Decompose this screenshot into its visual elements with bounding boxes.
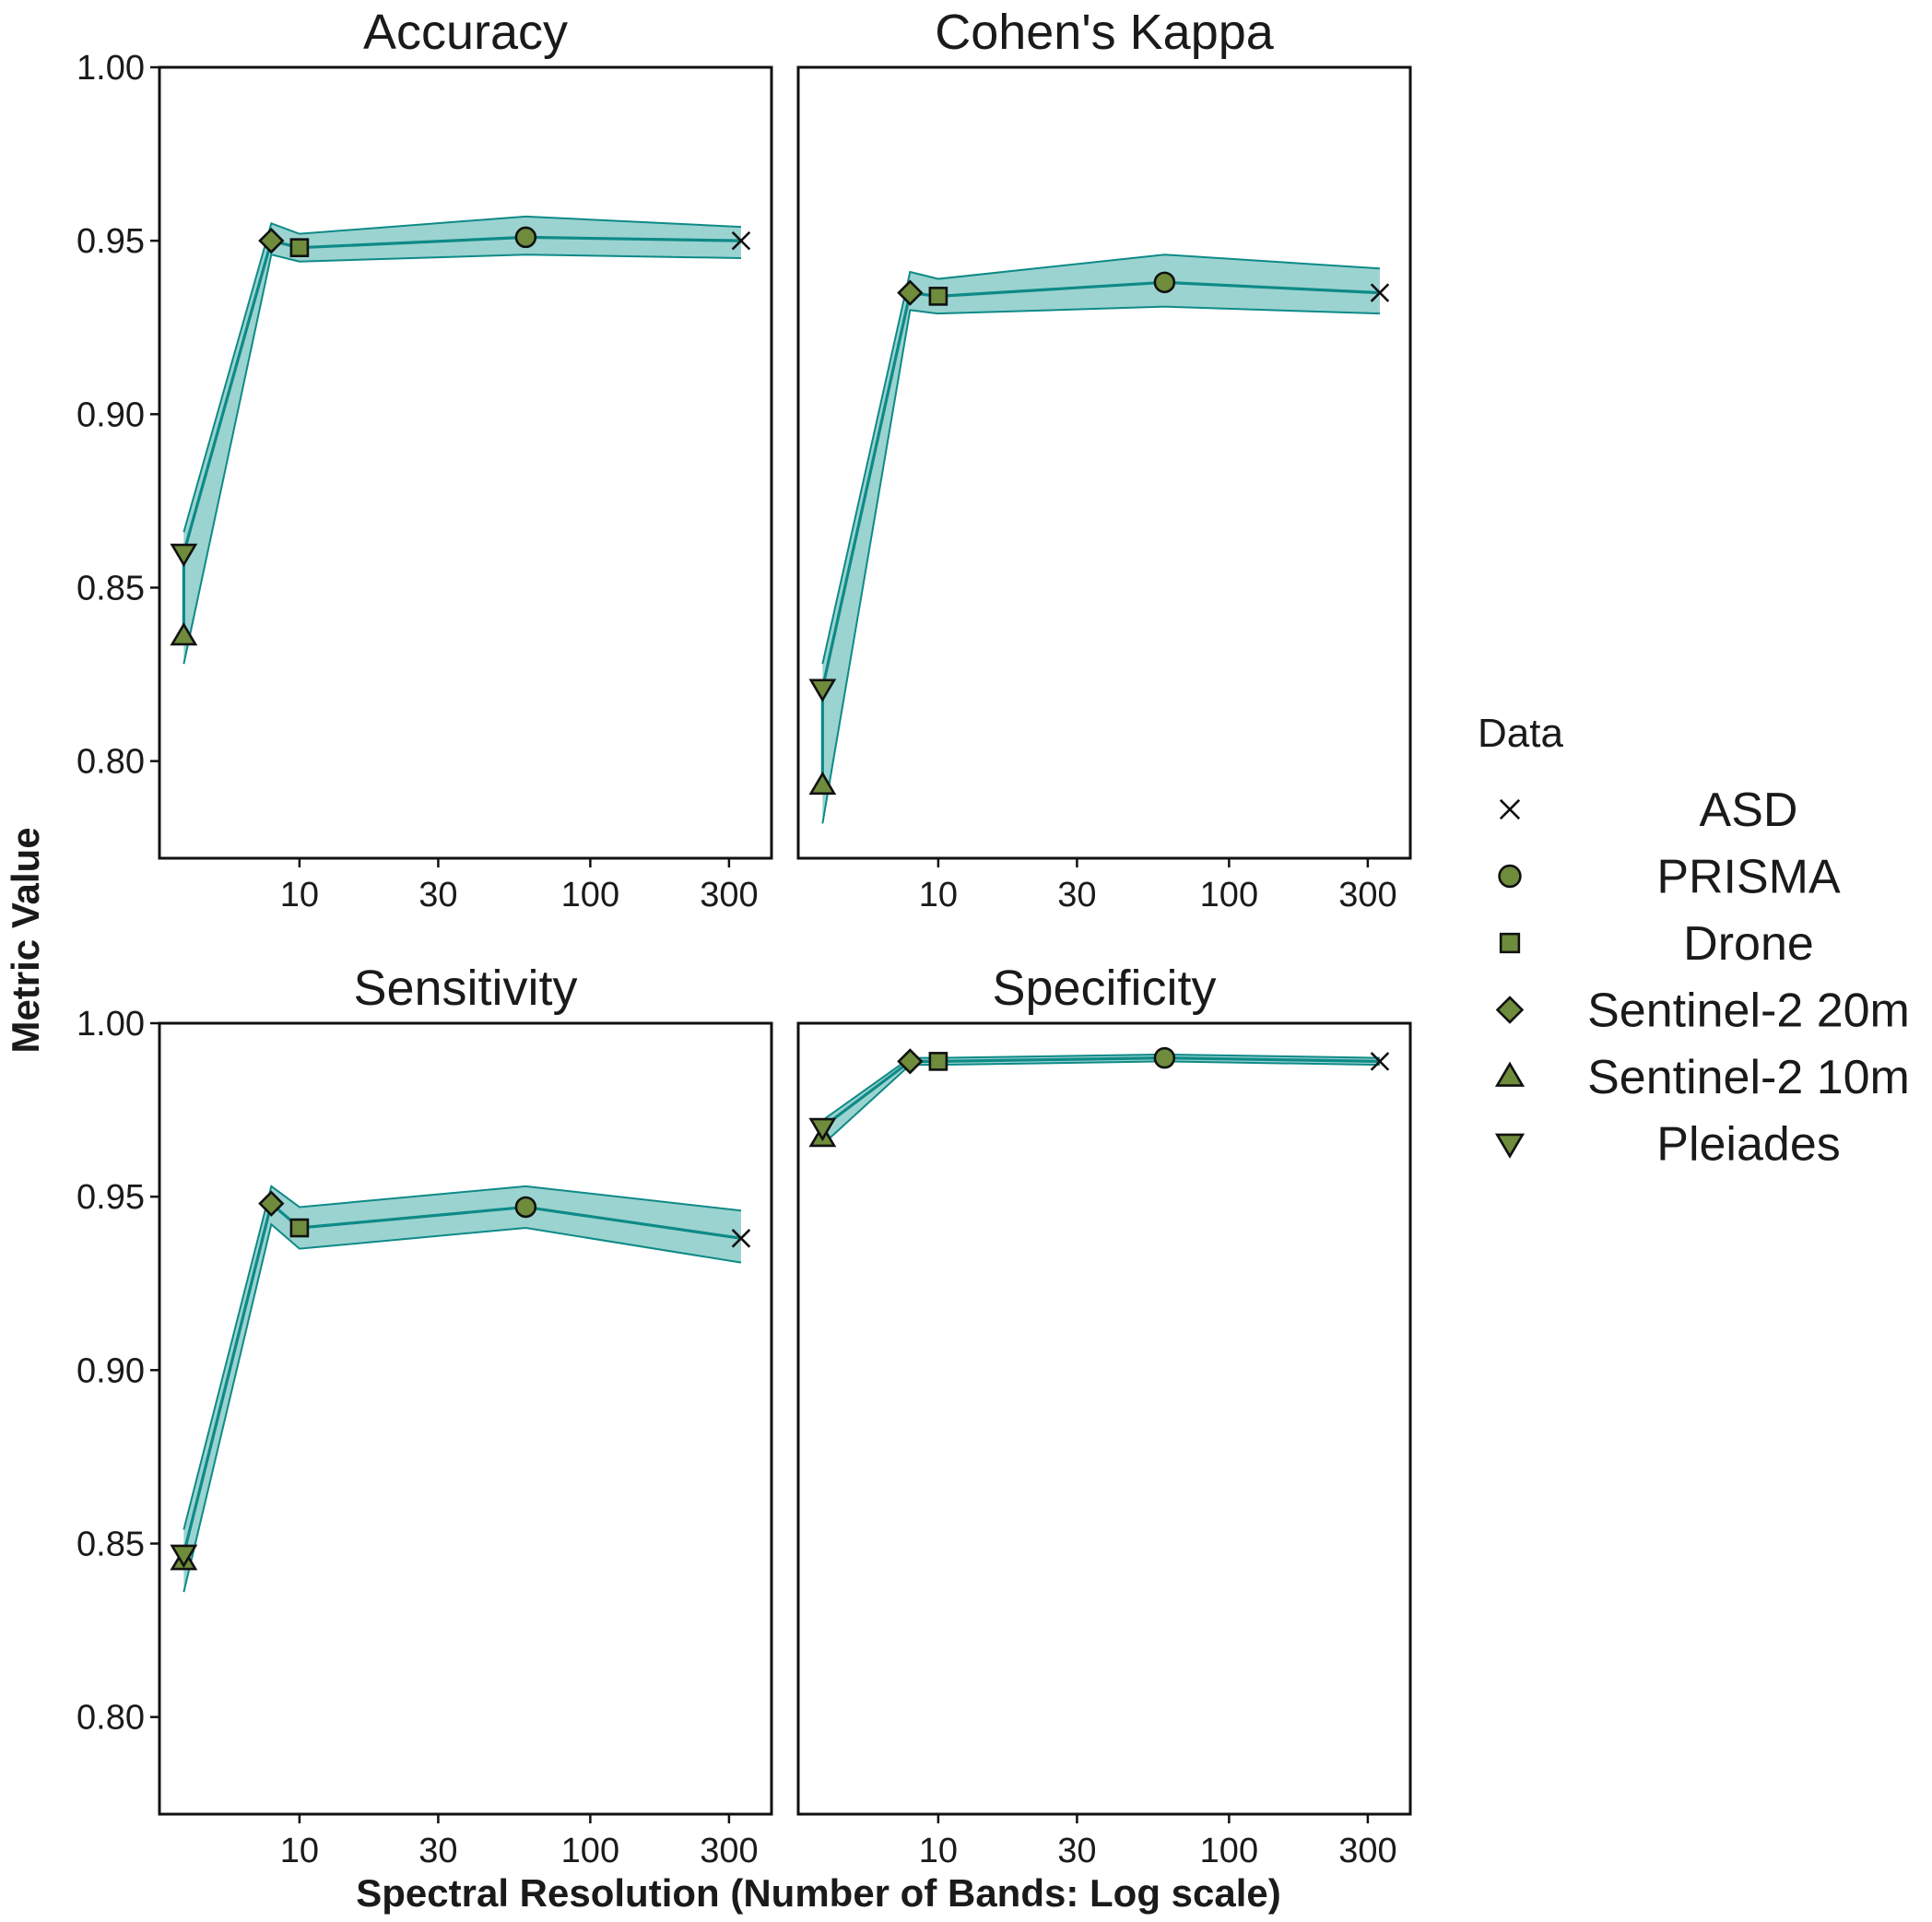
ribbon-lower-edge	[821, 1060, 1380, 1146]
ribbon-lower-edge	[183, 1222, 742, 1593]
legend-item-asd: ASD	[1499, 784, 1798, 837]
panel-frame	[158, 65, 773, 860]
panel-frame	[796, 65, 1412, 860]
x-tick-label: 30	[418, 876, 457, 914]
legend-key-square	[1499, 932, 1521, 954]
point-drone	[928, 287, 948, 306]
point-asd	[731, 1229, 751, 1248]
confidence-ribbon	[183, 216, 741, 665]
panel-cohen-s-kappa: Cohen's Kappa 10 30 100 300	[796, 5, 1412, 914]
legend-item-sentinel-2-20m: Sentinel-2 20m	[1495, 985, 1910, 1038]
y-tick-label: 0.85	[77, 569, 145, 607]
ribbon-lower-edge	[183, 253, 741, 665]
legend-item-prisma: PRISMA	[1498, 851, 1841, 904]
legend-key-diamond	[1495, 996, 1525, 1024]
point-asd	[1370, 1052, 1390, 1071]
point-sentinel-2-20m	[897, 279, 924, 306]
point-prisma	[1153, 271, 1176, 294]
x-tick-label: 100	[1200, 1832, 1258, 1870]
legend-item-sentinel-2-10m: Sentinel-2 10m	[1494, 1051, 1910, 1104]
panel-title: Sensitivity	[353, 961, 577, 1016]
x-tick-label: 10	[919, 876, 958, 914]
x-tick-label: 10	[280, 876, 319, 914]
point-drone	[289, 238, 310, 258]
x-tick-label: 100	[561, 1832, 619, 1870]
panel-frame	[158, 1021, 773, 1816]
panel-title: Cohen's Kappa	[935, 5, 1275, 60]
y-tick-label: 0.90	[77, 395, 145, 434]
x-tick-label: 30	[418, 1832, 457, 1870]
point-asd	[731, 230, 751, 251]
panel-sensitivity: Sensitivity 0.80 0.85 0.90 0.95 1.00 10 30 100 30…	[77, 961, 773, 1870]
point-pleiades	[170, 1544, 198, 1568]
y-axis-title: Metric Value	[4, 827, 47, 1053]
x-tick-label: 10	[919, 1832, 958, 1870]
point-pleiades	[808, 1117, 837, 1142]
point-drone	[928, 1052, 948, 1071]
x-axis-title: Spectral Resolution (Number of Bands: Lo…	[356, 1871, 1280, 1915]
ribbon-upper-edge	[183, 1185, 742, 1530]
x-tick-label: 100	[561, 876, 619, 914]
panel-specificity: Specificity 10 30 100 300	[796, 961, 1412, 1870]
legend-key-circle	[1498, 864, 1522, 889]
panel-frame	[796, 1021, 1412, 1816]
y-tick-label: 0.80	[77, 1699, 145, 1738]
legend: Data ASD PRISMA Drone Sentinel-2 20m Sentine…	[1478, 711, 1910, 1172]
y-tick-label: 1.00	[77, 49, 145, 88]
point-asd	[1370, 283, 1390, 302]
point-prisma	[514, 1196, 537, 1219]
y-tick-label: 0.85	[77, 1525, 145, 1563]
confidence-ribbon	[822, 254, 1380, 824]
y-tick-label: 0.80	[77, 743, 145, 782]
x-tick-label: 100	[1200, 876, 1258, 914]
legend-label: Pleiades	[1656, 1118, 1840, 1172]
legend-title: Data	[1478, 711, 1563, 756]
legend-item-drone: Drone	[1499, 917, 1814, 971]
legend-label: Drone	[1683, 917, 1814, 971]
point-prisma	[1153, 1046, 1176, 1069]
point-sentinel-2-10m	[170, 621, 198, 646]
y-tick-label: 0.95	[77, 222, 145, 261]
point-sentinel-2-20m	[897, 1048, 924, 1075]
x-tick-label: 30	[1057, 876, 1096, 914]
y-tick-label: 1.00	[77, 1005, 145, 1044]
legend-key-cross	[1499, 798, 1521, 820]
panel-accuracy: Accuracy 0.80 0.85 0.90 0.95 1.00 10 30 100 300	[77, 5, 773, 914]
x-tick-label: 300	[700, 1832, 758, 1870]
ribbon-upper-edge	[821, 254, 1381, 665]
legend-label: PRISMA	[1656, 851, 1841, 904]
series-line	[182, 1202, 742, 1562]
x-tick-label: 300	[1338, 876, 1396, 914]
ribbon-upper-edge	[183, 215, 742, 533]
legend-label: Sentinel-2 20m	[1587, 985, 1910, 1038]
panel-title: Accuracy	[363, 5, 568, 60]
legend-label: ASD	[1700, 784, 1798, 837]
point-prisma	[514, 226, 537, 249]
series-line	[820, 280, 1381, 785]
point-pleiades	[808, 678, 837, 702]
x-tick-label: 300	[700, 876, 758, 914]
point-sentinel-2-20m	[258, 1190, 285, 1217]
legend-label: Sentinel-2 10m	[1587, 1051, 1910, 1104]
legend-item-pleiades: Pleiades	[1494, 1118, 1841, 1172]
x-tick-label: 10	[280, 1832, 319, 1870]
series-line	[182, 235, 741, 637]
legend-key-triangle-up	[1494, 1061, 1526, 1087]
panel-title: Specificity	[992, 961, 1216, 1016]
point-sentinel-2-10m	[808, 771, 837, 796]
confidence-ribbon	[183, 1185, 741, 1593]
x-tick-label: 30	[1057, 1832, 1096, 1870]
point-sentinel-2-20m	[258, 227, 285, 254]
y-tick-label: 0.95	[77, 1178, 145, 1217]
legend-key-triangle-down	[1494, 1133, 1526, 1159]
point-pleiades	[170, 543, 198, 568]
point-drone	[289, 1218, 310, 1238]
ribbon-lower-edge	[821, 305, 1380, 824]
y-tick-label: 0.90	[77, 1351, 145, 1390]
x-tick-label: 300	[1338, 1832, 1396, 1870]
